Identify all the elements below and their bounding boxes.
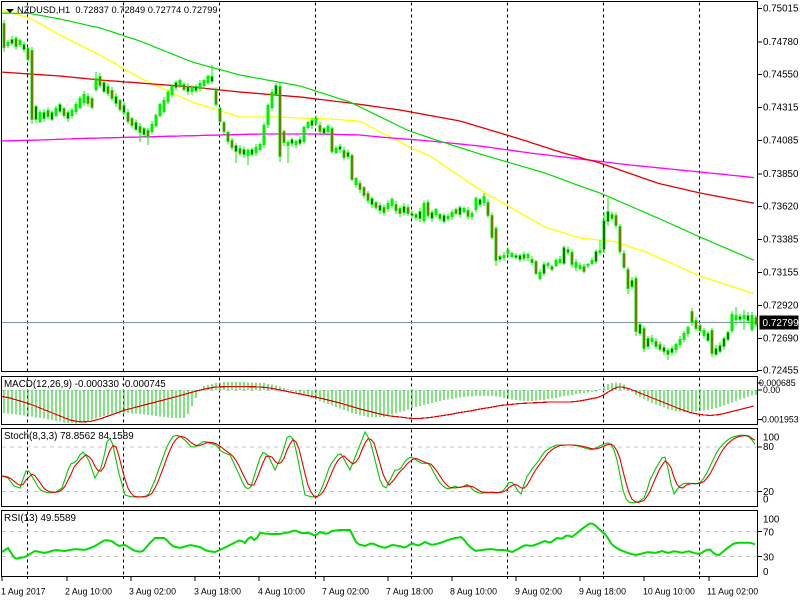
svg-text:0.000685: 0.000685 xyxy=(759,378,796,388)
svg-text:30: 30 xyxy=(763,553,774,564)
svg-text:9 Aug 02:00: 9 Aug 02:00 xyxy=(515,587,562,597)
svg-text:11 Aug 02:00: 11 Aug 02:00 xyxy=(707,587,758,597)
svg-text:3 Aug 02:00: 3 Aug 02:00 xyxy=(129,587,176,597)
svg-text:RSI(13) 49.5589: RSI(13) 49.5589 xyxy=(4,513,76,524)
svg-text:0.72455: 0.72455 xyxy=(763,366,799,377)
svg-text:0.74550: 0.74550 xyxy=(763,70,799,81)
svg-text:0.74780: 0.74780 xyxy=(763,37,799,48)
svg-text:0.73850: 0.73850 xyxy=(763,169,799,180)
svg-text:0.00: 0.00 xyxy=(763,385,780,395)
svg-text:80: 80 xyxy=(763,442,774,453)
svg-text:3 Aug 18:00: 3 Aug 18:00 xyxy=(194,587,241,597)
svg-text:20: 20 xyxy=(763,487,774,498)
svg-text:0.74315: 0.74315 xyxy=(763,103,799,114)
svg-text:2 Aug 10:00: 2 Aug 10:00 xyxy=(65,587,112,597)
svg-text:10 Aug 10:00: 10 Aug 10:00 xyxy=(643,587,695,597)
svg-text:7 Aug 02:00: 7 Aug 02:00 xyxy=(322,587,369,597)
svg-text:1 Aug 2017: 1 Aug 2017 xyxy=(1,587,46,597)
svg-text:9 Aug 18:00: 9 Aug 18:00 xyxy=(579,587,626,597)
svg-text:0.75015: 0.75015 xyxy=(763,4,799,15)
svg-text:0.72690: 0.72690 xyxy=(763,334,799,345)
svg-text:100: 100 xyxy=(763,433,780,444)
svg-text:-0.001953: -0.001953 xyxy=(759,415,799,425)
svg-text:0.72920: 0.72920 xyxy=(763,300,799,311)
svg-text:0.74085: 0.74085 xyxy=(763,136,799,147)
svg-text:0: 0 xyxy=(763,495,769,506)
svg-text:100: 100 xyxy=(763,515,780,526)
svg-text:Stoch(8,3,3) 78.8562 84.1589: Stoch(8,3,3) 78.8562 84.1589 xyxy=(4,431,134,442)
svg-text:MACD(12,26,9) -0.000330 -0.000: MACD(12,26,9) -0.000330 -0.000745 xyxy=(4,379,166,390)
svg-text:0.72799: 0.72799 xyxy=(763,318,800,329)
svg-text:4 Aug 10:00: 4 Aug 10:00 xyxy=(258,587,305,597)
svg-text:NZDUSD,H1 0.72837 0.72849 0.7: NZDUSD,H1 0.72837 0.72849 0.72774 0.7279… xyxy=(17,5,218,15)
svg-text:0.73155: 0.73155 xyxy=(763,268,799,279)
svg-text:0.73620: 0.73620 xyxy=(763,202,799,213)
svg-text:0: 0 xyxy=(763,567,769,578)
svg-text:7 Aug 18:00: 7 Aug 18:00 xyxy=(386,587,433,597)
svg-text:8 Aug 10:00: 8 Aug 10:00 xyxy=(450,587,497,597)
svg-text:0.73385: 0.73385 xyxy=(763,235,799,246)
svg-text:70: 70 xyxy=(763,528,774,539)
